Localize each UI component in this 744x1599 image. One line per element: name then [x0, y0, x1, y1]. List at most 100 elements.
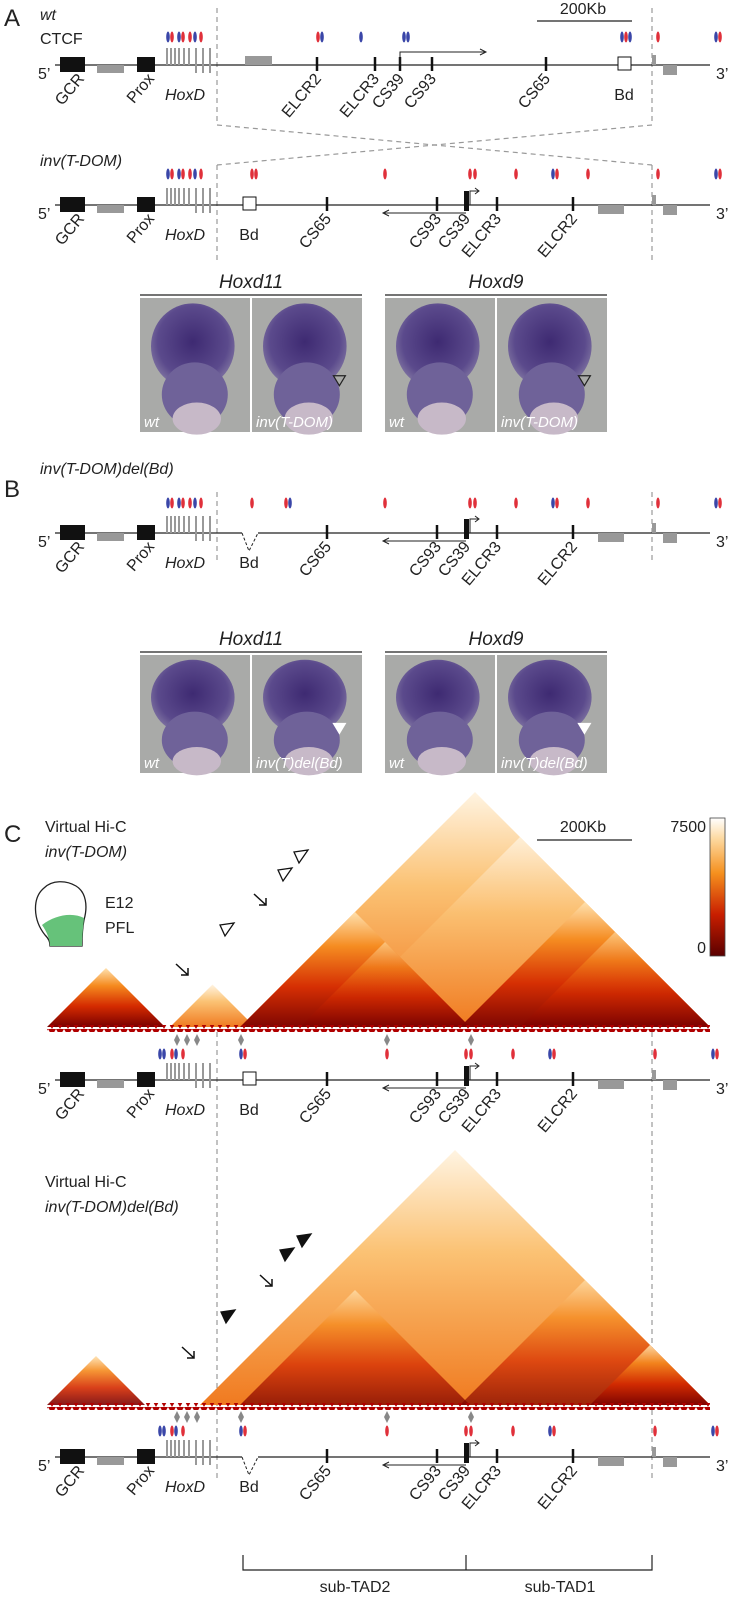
- arrowhead: [220, 1309, 237, 1325]
- ctcf-site: [254, 168, 258, 180]
- ctcf-site: [711, 1048, 715, 1060]
- colorbar-min: 0: [697, 940, 706, 957]
- feature-label: Bd: [239, 1102, 259, 1119]
- ctcf-site: [181, 168, 185, 180]
- feature-label: ELCR2: [535, 1463, 581, 1514]
- arrowhead: [577, 722, 592, 735]
- arrowhead: [332, 722, 347, 735]
- grey-block: [652, 195, 656, 205]
- transcript-arrow: [381, 537, 466, 545]
- colorbar-max: 7500: [670, 819, 706, 836]
- ctcf-site: [170, 1048, 174, 1060]
- transcript-arrow: [381, 209, 466, 217]
- feature-label: GCR: [52, 1086, 88, 1124]
- heatmap: [520, 932, 710, 1027]
- stage: E12: [105, 895, 134, 912]
- five-prime: 5’: [38, 1458, 50, 1475]
- ctcf-site: [250, 168, 254, 180]
- tissue: [417, 402, 466, 435]
- grey-block: [598, 1457, 624, 1466]
- ctcf-site: [514, 168, 518, 180]
- promoter-arrow: [399, 48, 488, 65]
- image-label: inv(T)del(Bd): [256, 755, 343, 772]
- ctcf-site: [656, 168, 660, 180]
- diamond: [174, 1034, 180, 1046]
- feature-label: CS65: [296, 1463, 335, 1505]
- grey-block: [97, 1080, 124, 1088]
- ctcf-site: [181, 1425, 185, 1437]
- tissue: [172, 747, 221, 776]
- ctcf-site: [548, 1048, 552, 1060]
- feature-label: Bd: [614, 87, 634, 104]
- ctcf-site: [473, 497, 477, 509]
- feature-label: ELCR2: [535, 211, 581, 262]
- stain: [508, 659, 592, 736]
- ctcf-site: [170, 31, 174, 43]
- ctcf-site: [406, 31, 410, 43]
- inversion: [216, 124, 653, 166]
- grey-block: [97, 65, 124, 73]
- stain: [396, 303, 480, 390]
- genotype: inv(T-DOM): [45, 844, 127, 861]
- tissue: [529, 402, 578, 435]
- ctcf-site: [552, 1425, 556, 1437]
- ctcf-site: [199, 31, 203, 43]
- promoter-arrow: [469, 1439, 480, 1457]
- ctcf-site: [174, 1048, 178, 1060]
- ctcf-site: [551, 497, 555, 509]
- ctcf-site: [170, 1425, 174, 1437]
- gene-block: [137, 1072, 155, 1087]
- diamond: [238, 1411, 244, 1423]
- ctcf-site: [656, 31, 660, 43]
- feature-label: GCR: [52, 1463, 88, 1501]
- stain: [263, 303, 347, 390]
- five-prime: 5’: [38, 534, 50, 551]
- feature-label: CS93: [406, 1463, 445, 1505]
- ctcf-site: [162, 1425, 166, 1437]
- ctcf-site: [555, 168, 559, 180]
- ctcf-site: [243, 1048, 247, 1060]
- diamond: [384, 1411, 390, 1423]
- feature-label: HoxD: [165, 555, 205, 572]
- grey-block: [663, 205, 677, 215]
- genotype: inv(T-DOM): [40, 153, 122, 170]
- ctcf-site: [385, 1425, 389, 1437]
- enhancer: [464, 191, 469, 211]
- arrowhead: [577, 375, 592, 387]
- stain: [151, 659, 235, 736]
- image-label: inv(T-DOM): [501, 414, 578, 431]
- ctcf-site: [188, 168, 192, 180]
- grey-block: [97, 533, 124, 541]
- three-prime: 3’: [716, 534, 728, 551]
- diamond: [174, 1411, 180, 1423]
- gene-name: Hoxd9: [469, 629, 524, 650]
- ctcf-site: [181, 1048, 185, 1060]
- scale-bar-label: 200Kb: [560, 1, 606, 18]
- feature-label: Prox: [124, 1463, 158, 1499]
- ctcf-site: [385, 1048, 389, 1060]
- five-prime: 5’: [38, 66, 50, 83]
- gene-block: [137, 197, 155, 212]
- five-prime: 5’: [38, 1081, 50, 1098]
- grey-block: [663, 1080, 677, 1090]
- five-prime: 5’: [38, 206, 50, 223]
- feature-label: CS93: [406, 1086, 445, 1128]
- ctcf-site: [473, 168, 477, 180]
- three-prime: 3’: [716, 66, 728, 83]
- boundary-box: [242, 196, 257, 211]
- feature-label: Bd: [239, 555, 259, 572]
- promoter-arrow: [469, 187, 480, 205]
- ctcf-site: [514, 497, 518, 509]
- map-title: Virtual Hi-C: [45, 1174, 127, 1191]
- ctcf-site: [177, 31, 181, 43]
- image-label: inv(T-DOM): [256, 414, 333, 431]
- promoter-arrow: [469, 1062, 480, 1080]
- feature-label: Prox: [124, 211, 158, 247]
- ctcf-site: [193, 497, 197, 509]
- feature-label: CS65: [296, 539, 335, 581]
- sub-tad-label: sub-TAD1: [525, 1579, 596, 1596]
- genotype: inv(T-DOM)del(Bd): [45, 1199, 179, 1216]
- ctcf-site: [199, 168, 203, 180]
- tissue: [284, 747, 333, 776]
- ctcf-site: [193, 168, 197, 180]
